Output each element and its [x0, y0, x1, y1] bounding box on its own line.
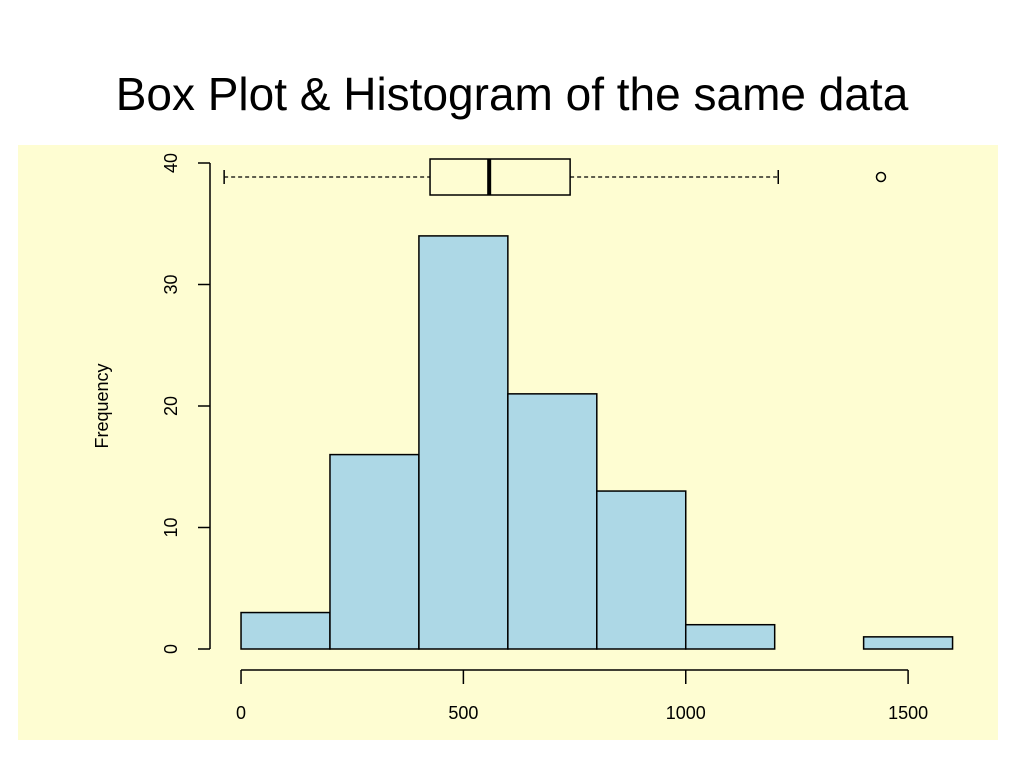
- bar: [240, 611, 331, 650]
- bar: [862, 636, 954, 650]
- x-tick-label: 500: [448, 703, 478, 723]
- bar: [596, 490, 687, 650]
- x-tick-label: 0: [236, 703, 246, 723]
- bar: [684, 623, 776, 650]
- y-axis-label: Frequency: [92, 363, 112, 448]
- x-tick-label: 1500: [888, 703, 928, 723]
- y-tick-label: 30: [161, 274, 181, 294]
- slide-title: Box Plot & Histogram of the same data: [116, 68, 909, 120]
- y-tick-label: 10: [161, 517, 181, 537]
- y-tick-label: 0: [161, 644, 181, 654]
- bar: [507, 393, 598, 650]
- y-tick-label: 20: [161, 396, 181, 416]
- bar: [418, 235, 509, 650]
- box: [429, 158, 571, 196]
- bar: [329, 453, 420, 650]
- outlier: [875, 171, 887, 183]
- y-tick-label: 40: [161, 153, 181, 173]
- x-tick-label: 1000: [666, 703, 706, 723]
